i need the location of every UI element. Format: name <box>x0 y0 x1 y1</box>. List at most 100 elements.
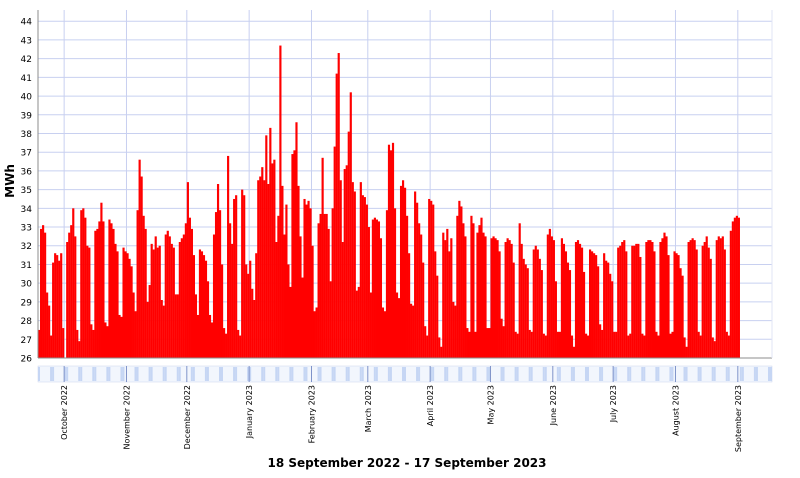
bar <box>717 236 720 358</box>
bar <box>170 243 173 358</box>
bar <box>88 247 91 358</box>
bar <box>735 215 738 358</box>
bar <box>96 228 99 358</box>
bar <box>593 253 596 358</box>
bar <box>554 281 557 358</box>
bar <box>168 236 171 358</box>
weekend-marker <box>416 367 419 381</box>
bar <box>305 204 308 358</box>
bar <box>383 311 387 358</box>
weekend-marker <box>599 367 602 381</box>
bar <box>643 335 646 358</box>
bar <box>367 227 370 358</box>
weekend-marker <box>333 367 336 381</box>
bar <box>494 238 497 358</box>
bar <box>397 298 401 358</box>
bar <box>178 242 181 358</box>
bar <box>251 288 254 358</box>
bar <box>339 180 342 358</box>
bar <box>522 258 525 358</box>
y-tick-label: 33 <box>21 224 32 234</box>
bar <box>460 206 463 358</box>
bar <box>518 223 521 358</box>
weekend-marker <box>108 367 111 381</box>
bar <box>267 184 270 358</box>
x-tick-label: May 2023 <box>486 385 495 424</box>
bar <box>562 243 566 358</box>
weekend-marker <box>586 367 590 381</box>
y-tick-labels: 26 27 28 29 30 31 32 33 34 35 36 37 38 39 40 41 42 43 44 <box>21 18 33 365</box>
bar <box>241 189 244 358</box>
weekend-marker <box>669 367 672 381</box>
weekend-marker <box>192 367 195 381</box>
bar <box>98 221 101 358</box>
weekend-marker <box>235 367 238 381</box>
bar <box>112 228 115 358</box>
bar <box>72 208 75 358</box>
bar <box>414 191 417 358</box>
bar <box>665 236 668 358</box>
weekend-marker <box>389 367 392 381</box>
bar <box>595 255 598 358</box>
bar <box>637 243 640 358</box>
bar <box>94 230 97 358</box>
bar <box>478 225 481 358</box>
bar <box>482 232 485 358</box>
bar <box>681 275 684 358</box>
bar <box>395 292 399 358</box>
bar <box>307 200 310 358</box>
weekend-marker <box>361 367 364 381</box>
bar <box>301 277 304 358</box>
bar <box>649 240 652 358</box>
bar <box>589 249 592 358</box>
bar <box>512 262 515 358</box>
bar <box>74 236 77 358</box>
bar <box>202 255 206 358</box>
bar <box>641 333 644 358</box>
weekend-marker <box>317 367 320 381</box>
y-tick-label: 35 <box>21 186 32 196</box>
bar <box>247 273 250 358</box>
bar <box>727 335 730 358</box>
x-tick-label: July 2023 <box>609 385 618 423</box>
bar <box>476 232 479 358</box>
weekend-marker <box>500 367 503 381</box>
bar <box>52 262 55 358</box>
weekend-marker <box>178 367 181 381</box>
bar <box>440 346 443 358</box>
weekend-marker <box>373 367 376 381</box>
weekend-marker <box>697 367 700 381</box>
weekend-marker <box>78 367 81 381</box>
bar <box>265 135 268 358</box>
bar <box>633 245 636 358</box>
bar <box>631 245 634 358</box>
weekend-marker <box>516 367 519 381</box>
weekend-marker <box>263 367 266 381</box>
bar <box>468 331 471 358</box>
bar <box>530 331 533 358</box>
bar <box>436 275 439 358</box>
bar <box>184 223 187 358</box>
bar <box>508 240 511 358</box>
bar <box>249 260 252 358</box>
bar <box>333 146 336 358</box>
bar <box>492 236 495 358</box>
x-tick-label: June 2023 <box>549 385 558 426</box>
weekend-marker <box>657 367 660 381</box>
weekend-marker <box>387 367 390 381</box>
weekend-marker <box>134 367 137 381</box>
bar <box>645 242 648 358</box>
bar <box>500 318 503 358</box>
weekend-marker <box>613 367 616 381</box>
weekend-marker <box>94 367 97 381</box>
bar <box>257 180 260 358</box>
bar <box>651 242 654 358</box>
bar <box>464 236 467 358</box>
bar <box>534 245 537 358</box>
bar <box>245 264 248 358</box>
bar <box>174 294 177 358</box>
weekend-marker <box>514 367 517 381</box>
bar <box>564 251 568 358</box>
weekend-marker <box>249 367 252 381</box>
bar <box>349 92 352 359</box>
